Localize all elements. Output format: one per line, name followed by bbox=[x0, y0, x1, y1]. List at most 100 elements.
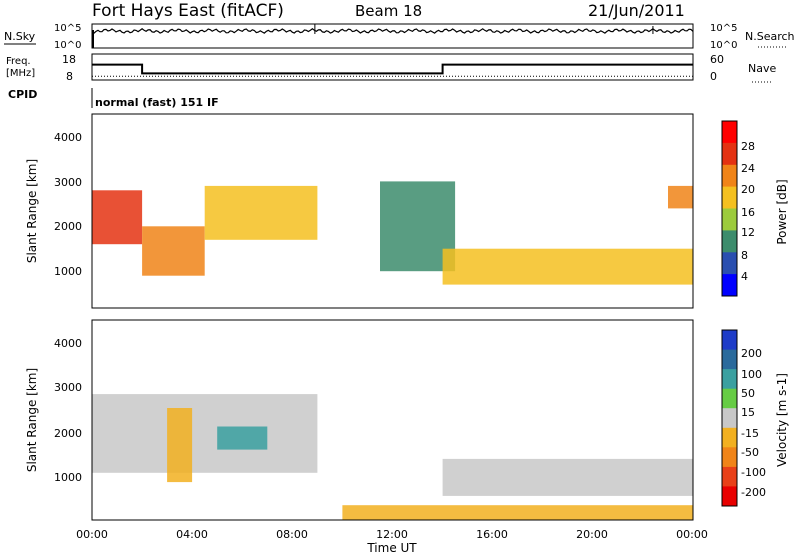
noise-sky-line bbox=[91, 28, 694, 34]
noise-left-label: N.Sky bbox=[4, 30, 36, 43]
power-region-1 bbox=[142, 226, 205, 276]
power-frame bbox=[91, 113, 694, 309]
velocity-region-0 bbox=[92, 394, 318, 473]
power-colorbar-tick-4: 4 bbox=[741, 270, 748, 283]
velocity-colorbar-tick-200: 200 bbox=[741, 347, 762, 360]
power-colorbar-tick-28: 28 bbox=[741, 140, 755, 153]
frequency-label-line2: [MHz] bbox=[6, 68, 35, 79]
xtick-00-start: 00:00 bbox=[76, 528, 108, 541]
frequency-step-line bbox=[92, 63, 693, 75]
xlabel: Time UT bbox=[366, 541, 417, 554]
power-colorbar-tick-12: 12 bbox=[741, 226, 755, 239]
velocity-colorbar-swatch-3 bbox=[722, 388, 737, 409]
noise-right-label: N.Search bbox=[745, 30, 795, 43]
noise-right-tick-bottom: 10^0 bbox=[710, 40, 737, 51]
time-axis: 00:00 04:00 08:00 12:00 16:00 20:00 00:0… bbox=[76, 528, 708, 554]
noise-frame bbox=[91, 23, 694, 49]
power-colorbar-label: Power [dB] bbox=[775, 179, 789, 244]
velocity-colorbar-tick-50: 50 bbox=[741, 387, 755, 400]
noise-right-tick-top: 10^5 bbox=[710, 23, 737, 34]
velocity-colorbar-swatch-5 bbox=[722, 427, 737, 448]
velocity-ytick-1000: 1000 bbox=[54, 471, 82, 484]
velocity-ylabel: Slant Range [km] bbox=[25, 368, 39, 472]
xtick-04: 04:00 bbox=[176, 528, 208, 541]
power-colorbar-tick-24: 24 bbox=[741, 162, 755, 175]
power-region-5 bbox=[668, 185, 693, 209]
power-colorbar-frame bbox=[721, 120, 738, 297]
velocity-colorbar-swatch-0 bbox=[722, 330, 737, 351]
noise-panel: N.Sky 10^5 10^0 10^5 10^0 N.Search bbox=[4, 23, 795, 51]
noise-left-tick-bottom: 10^0 bbox=[54, 40, 81, 51]
nave-label: Nave bbox=[748, 62, 776, 75]
velocity-colorbar-tick-minus15: -15 bbox=[741, 427, 759, 440]
frequency-left-tick-top: 18 bbox=[62, 53, 76, 66]
power-colorbar-swatch-6 bbox=[722, 252, 737, 275]
power-colorbar-tick-16: 16 bbox=[741, 206, 755, 219]
frequency-left-tick-bottom: 8 bbox=[66, 70, 73, 83]
velocity-ytick-4000: 4000 bbox=[54, 337, 82, 350]
power-colorbar-swatch-1 bbox=[722, 142, 737, 166]
frequency-panel: Freq. [MHz] 18 8 60 0 Nave bbox=[6, 53, 776, 83]
velocity-data bbox=[92, 394, 693, 520]
velocity-colorbar-swatch-1 bbox=[722, 349, 737, 370]
velocity-colorbar-tick-minus200: -200 bbox=[741, 486, 766, 499]
noise-left-tick-top: 10^5 bbox=[54, 23, 81, 34]
power-colorbar-swatch-5 bbox=[722, 230, 737, 253]
velocity-colorbar-swatch-4 bbox=[722, 408, 737, 429]
velocity-colorbar-tick-100: 100 bbox=[741, 368, 762, 381]
power-colorbar-tick-8: 8 bbox=[741, 249, 748, 262]
noise-trace bbox=[91, 24, 694, 48]
power-region-3 bbox=[380, 181, 456, 272]
velocity-colorbar-swatch-8 bbox=[722, 486, 737, 507]
power-ytick-4000: 4000 bbox=[54, 131, 82, 144]
velocity-colorbar-swatch-6 bbox=[722, 447, 737, 468]
xtick-20: 20:00 bbox=[576, 528, 608, 541]
frequency-label-line1: Freq. bbox=[6, 56, 31, 67]
velocity-colorbar-tick-minus50: -50 bbox=[741, 446, 759, 459]
velocity-region-3 bbox=[442, 458, 693, 496]
cpid-mode-text: normal (fast) 151 IF bbox=[95, 96, 219, 109]
cpid-strip: CPID normal (fast) 151 IF bbox=[8, 88, 219, 109]
power-region-4 bbox=[442, 248, 693, 285]
xtick-16: 16:00 bbox=[476, 528, 508, 541]
power-ytick-3000: 3000 bbox=[54, 176, 82, 189]
power-ytick-2000: 2000 bbox=[54, 220, 82, 233]
power-region-2 bbox=[204, 185, 318, 240]
power-data bbox=[92, 181, 693, 285]
power-colorbar-swatch-0 bbox=[722, 121, 737, 144]
power-panel: Slant Range [km] 1000 2000 3000 4000 4 8… bbox=[25, 113, 789, 309]
velocity-ytick-2000: 2000 bbox=[54, 427, 82, 440]
power-colorbar-tick-20: 20 bbox=[741, 183, 755, 196]
power-colorbar-swatch-2 bbox=[722, 164, 737, 188]
velocity-region-1 bbox=[167, 408, 193, 483]
velocity-ytick-3000: 3000 bbox=[54, 381, 82, 394]
velocity-colorbar bbox=[721, 329, 738, 507]
velocity-panel: Slant Range [km] 1000 2000 3000 4000 200… bbox=[25, 319, 789, 521]
power-colorbar-swatch-7 bbox=[722, 274, 737, 297]
power-region-0 bbox=[92, 190, 143, 245]
power-ylabel: Slant Range [km] bbox=[25, 159, 39, 263]
date-title: 21/Jun/2011 bbox=[588, 1, 685, 20]
velocity-colorbar-tick-minus100: -100 bbox=[741, 466, 766, 479]
power-colorbar-swatch-4 bbox=[722, 208, 737, 231]
velocity-colorbar-swatch-2 bbox=[722, 369, 737, 390]
velocity-colorbar-swatch-7 bbox=[722, 466, 737, 487]
nave-right-tick-top: 60 bbox=[710, 53, 724, 66]
velocity-colorbar-label: Velocity [m s-1] bbox=[775, 373, 789, 467]
velocity-region-2 bbox=[217, 426, 268, 450]
power-colorbar bbox=[721, 120, 738, 297]
nave-right-tick-bottom: 0 bbox=[710, 70, 717, 83]
frequency-frame bbox=[91, 53, 694, 81]
station-title: Fort Hays East (fitACF) bbox=[92, 1, 284, 21]
xtick-12: 12:00 bbox=[376, 528, 408, 541]
velocity-frame bbox=[91, 319, 694, 521]
velocity-region-4 bbox=[342, 505, 693, 520]
velocity-colorbar-tick-15: 15 bbox=[741, 406, 755, 419]
xtick-00-end: 00:00 bbox=[676, 528, 708, 541]
velocity-colorbar-frame bbox=[721, 329, 738, 507]
power-colorbar-swatch-3 bbox=[722, 186, 737, 209]
beam-title: Beam 18 bbox=[355, 2, 422, 20]
xtick-08: 08:00 bbox=[276, 528, 308, 541]
